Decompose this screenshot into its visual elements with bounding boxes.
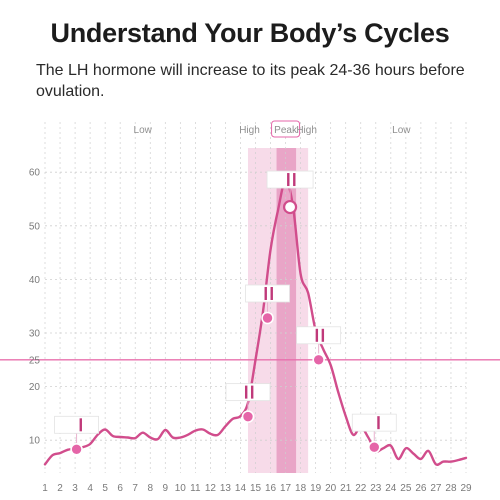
test-marker (266, 170, 314, 215)
y-tick-label: 20 (29, 382, 41, 393)
x-tick-label: 17 (280, 483, 292, 494)
y-axis-ticks: 10 20 25 30 40 50 60 (29, 168, 41, 447)
x-tick-label: 22 (355, 483, 367, 494)
x-tick-label: 15 (250, 483, 262, 494)
y-tick-label: 25 (29, 355, 41, 366)
x-tick-label: 6 (117, 483, 123, 494)
test-marker (296, 326, 342, 367)
peak-window-band (276, 148, 297, 473)
test-strip (351, 413, 397, 432)
peak-label-box (271, 120, 301, 138)
control-line (321, 328, 325, 342)
marker-dot (312, 353, 325, 367)
y-tick-label: 60 (29, 168, 41, 179)
x-tick-label: 14 (235, 483, 247, 494)
x-tick-label: 13 (220, 483, 232, 494)
x-tick-label: 7 (132, 483, 138, 494)
x-tick-label: 1 (42, 483, 48, 494)
x-tick-label: 23 (370, 483, 382, 494)
test-line (315, 328, 319, 342)
zone-label: High (239, 125, 260, 136)
y-tick-label: 40 (29, 275, 41, 286)
test-marker (245, 284, 290, 325)
marker-dot (282, 199, 298, 215)
control-line (270, 286, 273, 300)
zone-labels: Low High Peak High Low (134, 120, 411, 138)
x-tick-label: 11 (190, 483, 201, 494)
marker-dot (241, 410, 255, 423)
control-line (250, 385, 254, 399)
zone-label: Peak (274, 125, 298, 136)
y-tick-label: 30 (29, 329, 41, 340)
marker-dot (261, 311, 274, 325)
x-tick-label: 26 (415, 483, 427, 494)
marker-dot (70, 443, 83, 456)
fertile-bands (247, 148, 309, 473)
test-line (264, 286, 267, 300)
x-axis-ticks: 1 2 3 4 5 6 7 8 9 10 11 12 13 14 15 16 17 18 19 20 21 22 23 24 2… (42, 483, 472, 494)
test-line (244, 385, 248, 399)
x-tick-label: 9 (163, 483, 169, 494)
x-tick-label: 27 (430, 483, 442, 494)
test-strip (245, 284, 290, 303)
marker-dot (367, 440, 381, 454)
control-line (377, 416, 380, 430)
control-line (79, 418, 82, 432)
x-tick-label: 8 (147, 483, 153, 494)
zone-label: Low (134, 125, 153, 136)
x-tick-label: 16 (265, 483, 277, 494)
test-marker (351, 413, 397, 454)
test-marker (225, 383, 271, 423)
x-tick-label: 29 (460, 483, 472, 494)
x-tick-label: 24 (385, 483, 397, 494)
lh-curve-layer (43, 179, 468, 466)
test-marker (54, 415, 99, 456)
x-tick-label: 5 (102, 483, 108, 494)
x-tick-label: 20 (325, 483, 337, 494)
x-tick-label: 25 (400, 483, 412, 494)
x-tick-label: 28 (445, 483, 457, 494)
zone-label: Low (392, 125, 411, 136)
page-subtitle: The LH hormone will increase to its peak… (36, 62, 465, 100)
test-line (287, 173, 290, 187)
x-tick-label: 21 (340, 483, 352, 494)
x-tick-label: 12 (205, 483, 217, 494)
y-tick-label: 50 (29, 221, 41, 232)
test-markers (54, 170, 397, 456)
x-tick-label: 3 (72, 483, 78, 494)
x-tick-label: 4 (87, 483, 93, 494)
x-tick-label: 18 (295, 483, 307, 494)
lh-curve (43, 179, 468, 466)
test-strip (225, 383, 271, 402)
test-strip (54, 415, 99, 434)
x-tick-label: 19 (310, 483, 322, 494)
page-title: Understand Your Body’s Cycles (50, 18, 450, 48)
test-strip (296, 326, 342, 345)
control-line (293, 173, 296, 187)
test-strip (266, 170, 314, 189)
zone-label: High (296, 125, 317, 136)
y-tick-label: 10 (29, 436, 41, 447)
x-tick-label: 10 (175, 483, 187, 494)
x-tick-label: 2 (57, 483, 63, 494)
